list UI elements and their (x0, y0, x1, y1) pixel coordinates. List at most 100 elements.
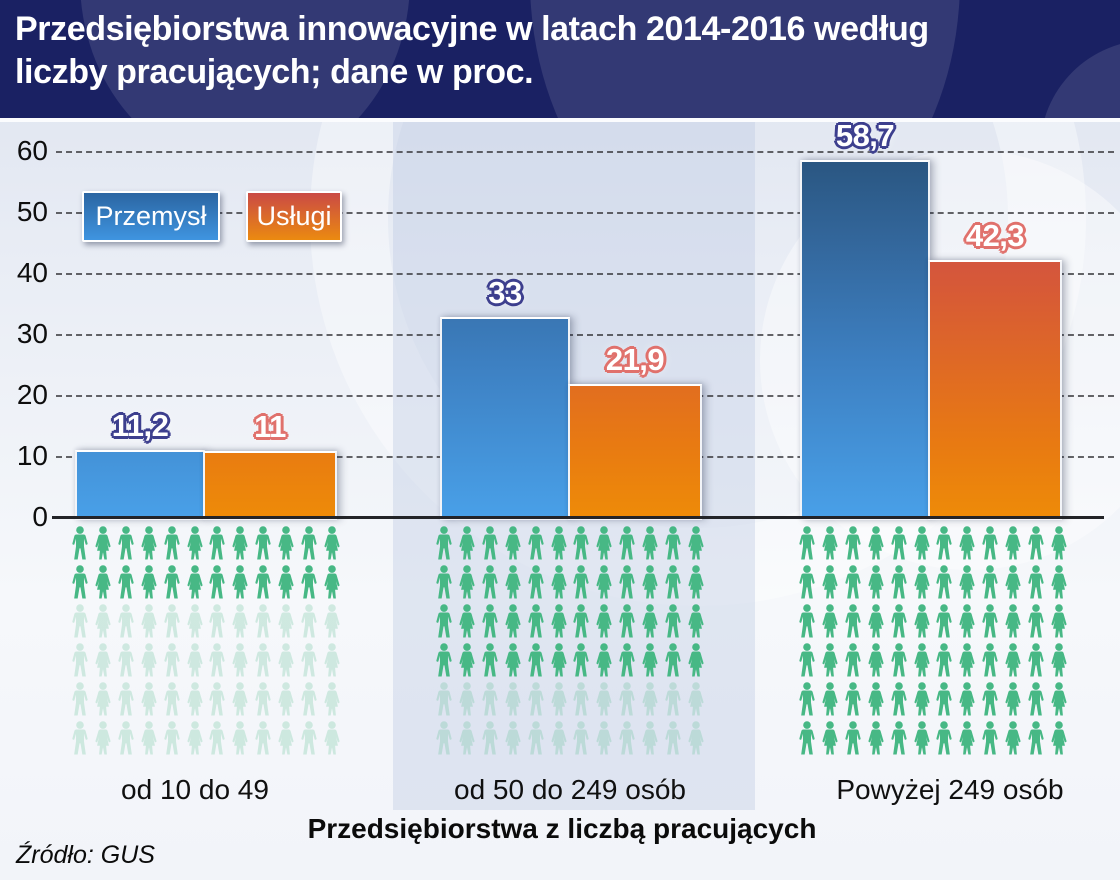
person-icon (866, 643, 886, 678)
person-icon (299, 682, 319, 717)
person-icon (139, 526, 159, 561)
person-icon (70, 565, 90, 600)
person-icon (207, 721, 227, 756)
bar-uslugi-1 (568, 384, 702, 520)
person-icon (207, 682, 227, 717)
person-icon (686, 604, 706, 639)
person-icon (663, 682, 683, 717)
person-icon (457, 526, 477, 561)
person-icon (434, 604, 454, 639)
person-icon (571, 721, 591, 756)
person-icon (686, 643, 706, 678)
bar-przemysl-0 (75, 450, 205, 520)
y-tick-label-40: 40 (16, 257, 48, 288)
bar-value-label: 58,7 (835, 118, 895, 153)
person-icon (686, 682, 706, 717)
person-icon (503, 526, 523, 561)
person-icon (1003, 682, 1023, 717)
person-icon (912, 643, 932, 678)
person-icon (230, 565, 250, 600)
x-axis-title: Przedsiębiorstwa z liczbą pracujących (307, 813, 817, 844)
person-icon (116, 565, 136, 600)
person-icon (253, 682, 273, 717)
person-icon (820, 682, 840, 717)
person-icon (503, 604, 523, 639)
person-icon (594, 721, 614, 756)
person-icon (889, 682, 909, 717)
person-icon (663, 565, 683, 600)
person-icon (276, 721, 296, 756)
person-icon (980, 604, 1000, 639)
person-icon (1026, 526, 1046, 561)
page-title-line2: liczby pracujących; dane w proc. (15, 52, 534, 91)
person-icon (594, 604, 614, 639)
legend-item-przemysl: Przemysł (82, 191, 220, 242)
person-icon (640, 643, 660, 678)
bar-przemysl-1 (440, 317, 570, 520)
page-title-line1: Przedsiębiorstwa innowacyjne w latach 20… (15, 10, 929, 48)
person-icon (1003, 526, 1023, 561)
bar-value-label: 21,9 (605, 342, 665, 377)
legend-label-uslugi: Usługi (256, 201, 332, 231)
person-icon (276, 604, 296, 639)
person-icon (549, 721, 569, 756)
person-icon (797, 526, 817, 561)
person-icon (253, 565, 273, 600)
person-icon (617, 643, 637, 678)
person-icon (230, 604, 250, 639)
person-icon (571, 526, 591, 561)
person-icon (185, 643, 205, 678)
page-title: Przedsiębiorstwa innowacyjne w latach 20… (0, 0, 1120, 94)
person-icon (1003, 721, 1023, 756)
person-icon (594, 643, 614, 678)
person-icon (1026, 565, 1046, 600)
legend-label-przemysl: Przemysł (95, 201, 207, 231)
header-decor-circle (80, 0, 410, 118)
person-icon (207, 565, 227, 600)
person-icon (934, 526, 954, 561)
person-icon (480, 682, 500, 717)
person-icon (980, 682, 1000, 717)
person-icon (663, 604, 683, 639)
y-tick-label-60: 60 (16, 135, 48, 166)
person-icon (276, 682, 296, 717)
person-icon (663, 643, 683, 678)
person-icon (686, 565, 706, 600)
person-icon (139, 682, 159, 717)
person-icon (93, 565, 113, 600)
person-icon (276, 565, 296, 600)
bar-uslugi-0 (203, 451, 337, 520)
person-icon (866, 526, 886, 561)
person-icon (1049, 682, 1069, 717)
person-icon (299, 721, 319, 756)
person-icon (480, 721, 500, 756)
person-icon (230, 526, 250, 561)
person-icon (457, 565, 477, 600)
person-icon (843, 565, 863, 600)
person-icon (980, 643, 1000, 678)
header-decor-circle (530, 0, 960, 118)
person-icon (889, 526, 909, 561)
y-tick-label-50: 50 (16, 196, 48, 227)
person-icon (299, 604, 319, 639)
person-icon (322, 643, 342, 678)
y-tick-label-10: 10 (16, 440, 48, 471)
person-icon (139, 604, 159, 639)
person-icon (594, 526, 614, 561)
bar-value-label: 33 (488, 275, 522, 310)
person-icon (93, 682, 113, 717)
gridline-60 (56, 151, 1114, 153)
person-icon (549, 682, 569, 717)
person-icon (934, 721, 954, 756)
category-label-0: od 10 do 49 (121, 774, 269, 805)
person-icon (434, 643, 454, 678)
person-icon (434, 526, 454, 561)
person-icon (322, 721, 342, 756)
person-icon (480, 526, 500, 561)
pictogram-row (797, 565, 1069, 604)
person-icon (116, 526, 136, 561)
person-icon (820, 526, 840, 561)
person-icon (797, 565, 817, 600)
pictogram-group-2 (797, 526, 1069, 762)
person-icon (162, 565, 182, 600)
